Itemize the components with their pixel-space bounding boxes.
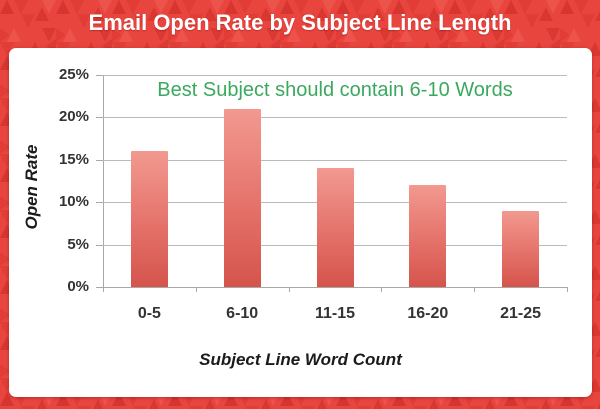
y-tick-label: 20%	[58, 108, 89, 126]
y-axis-tick	[96, 244, 103, 246]
x-tick-label: 21-25	[500, 305, 542, 322]
x-axis-tick	[567, 287, 568, 292]
gridline-20%	[103, 117, 567, 119]
x-axis-tick	[474, 287, 476, 292]
bar-11-15	[316, 168, 354, 287]
annotation-text: Best Subject should contain 6-10 Words	[157, 79, 513, 101]
chart-title: Email Open Rate by Subject Line Length	[88, 10, 512, 35]
gridline-0%	[103, 287, 567, 288]
y-axis-line	[103, 75, 104, 288]
x-tick-label: 11-15	[314, 305, 356, 322]
y-axis-tick	[96, 287, 103, 288]
bar-0-5	[130, 151, 168, 287]
y-tick-label: 15%	[58, 150, 89, 168]
bar-21-25	[502, 210, 540, 287]
x-tick-label: 6-10	[226, 305, 259, 322]
bar-16-20	[409, 185, 447, 287]
x-axis-tick	[288, 287, 290, 292]
y-tick-label: 0%	[67, 278, 89, 295]
gridline-15%	[103, 159, 567, 161]
y-axis-tick	[96, 159, 103, 161]
y-axis-tick	[96, 75, 103, 76]
x-tick-label: 0-5	[137, 305, 161, 322]
y-axis-tick	[96, 117, 103, 119]
plot-area	[103, 75, 567, 288]
y-axis-tick	[96, 202, 103, 204]
y-tick-label: 25%	[58, 66, 89, 83]
y-tick-label: 10%	[58, 193, 89, 211]
x-axis-tick	[381, 287, 383, 292]
x-axis-title: Subject Line Word Count	[199, 350, 402, 369]
x-axis-tick	[103, 287, 104, 292]
gridline-25%	[103, 75, 567, 76]
x-tick-label: 16-20	[407, 305, 449, 322]
chart-panel: Best Subject should contain 6-10 Words O…	[9, 48, 592, 397]
x-axis-tick	[195, 287, 197, 292]
bar-6-10	[223, 108, 261, 287]
y-tick-label: 5%	[67, 235, 89, 253]
